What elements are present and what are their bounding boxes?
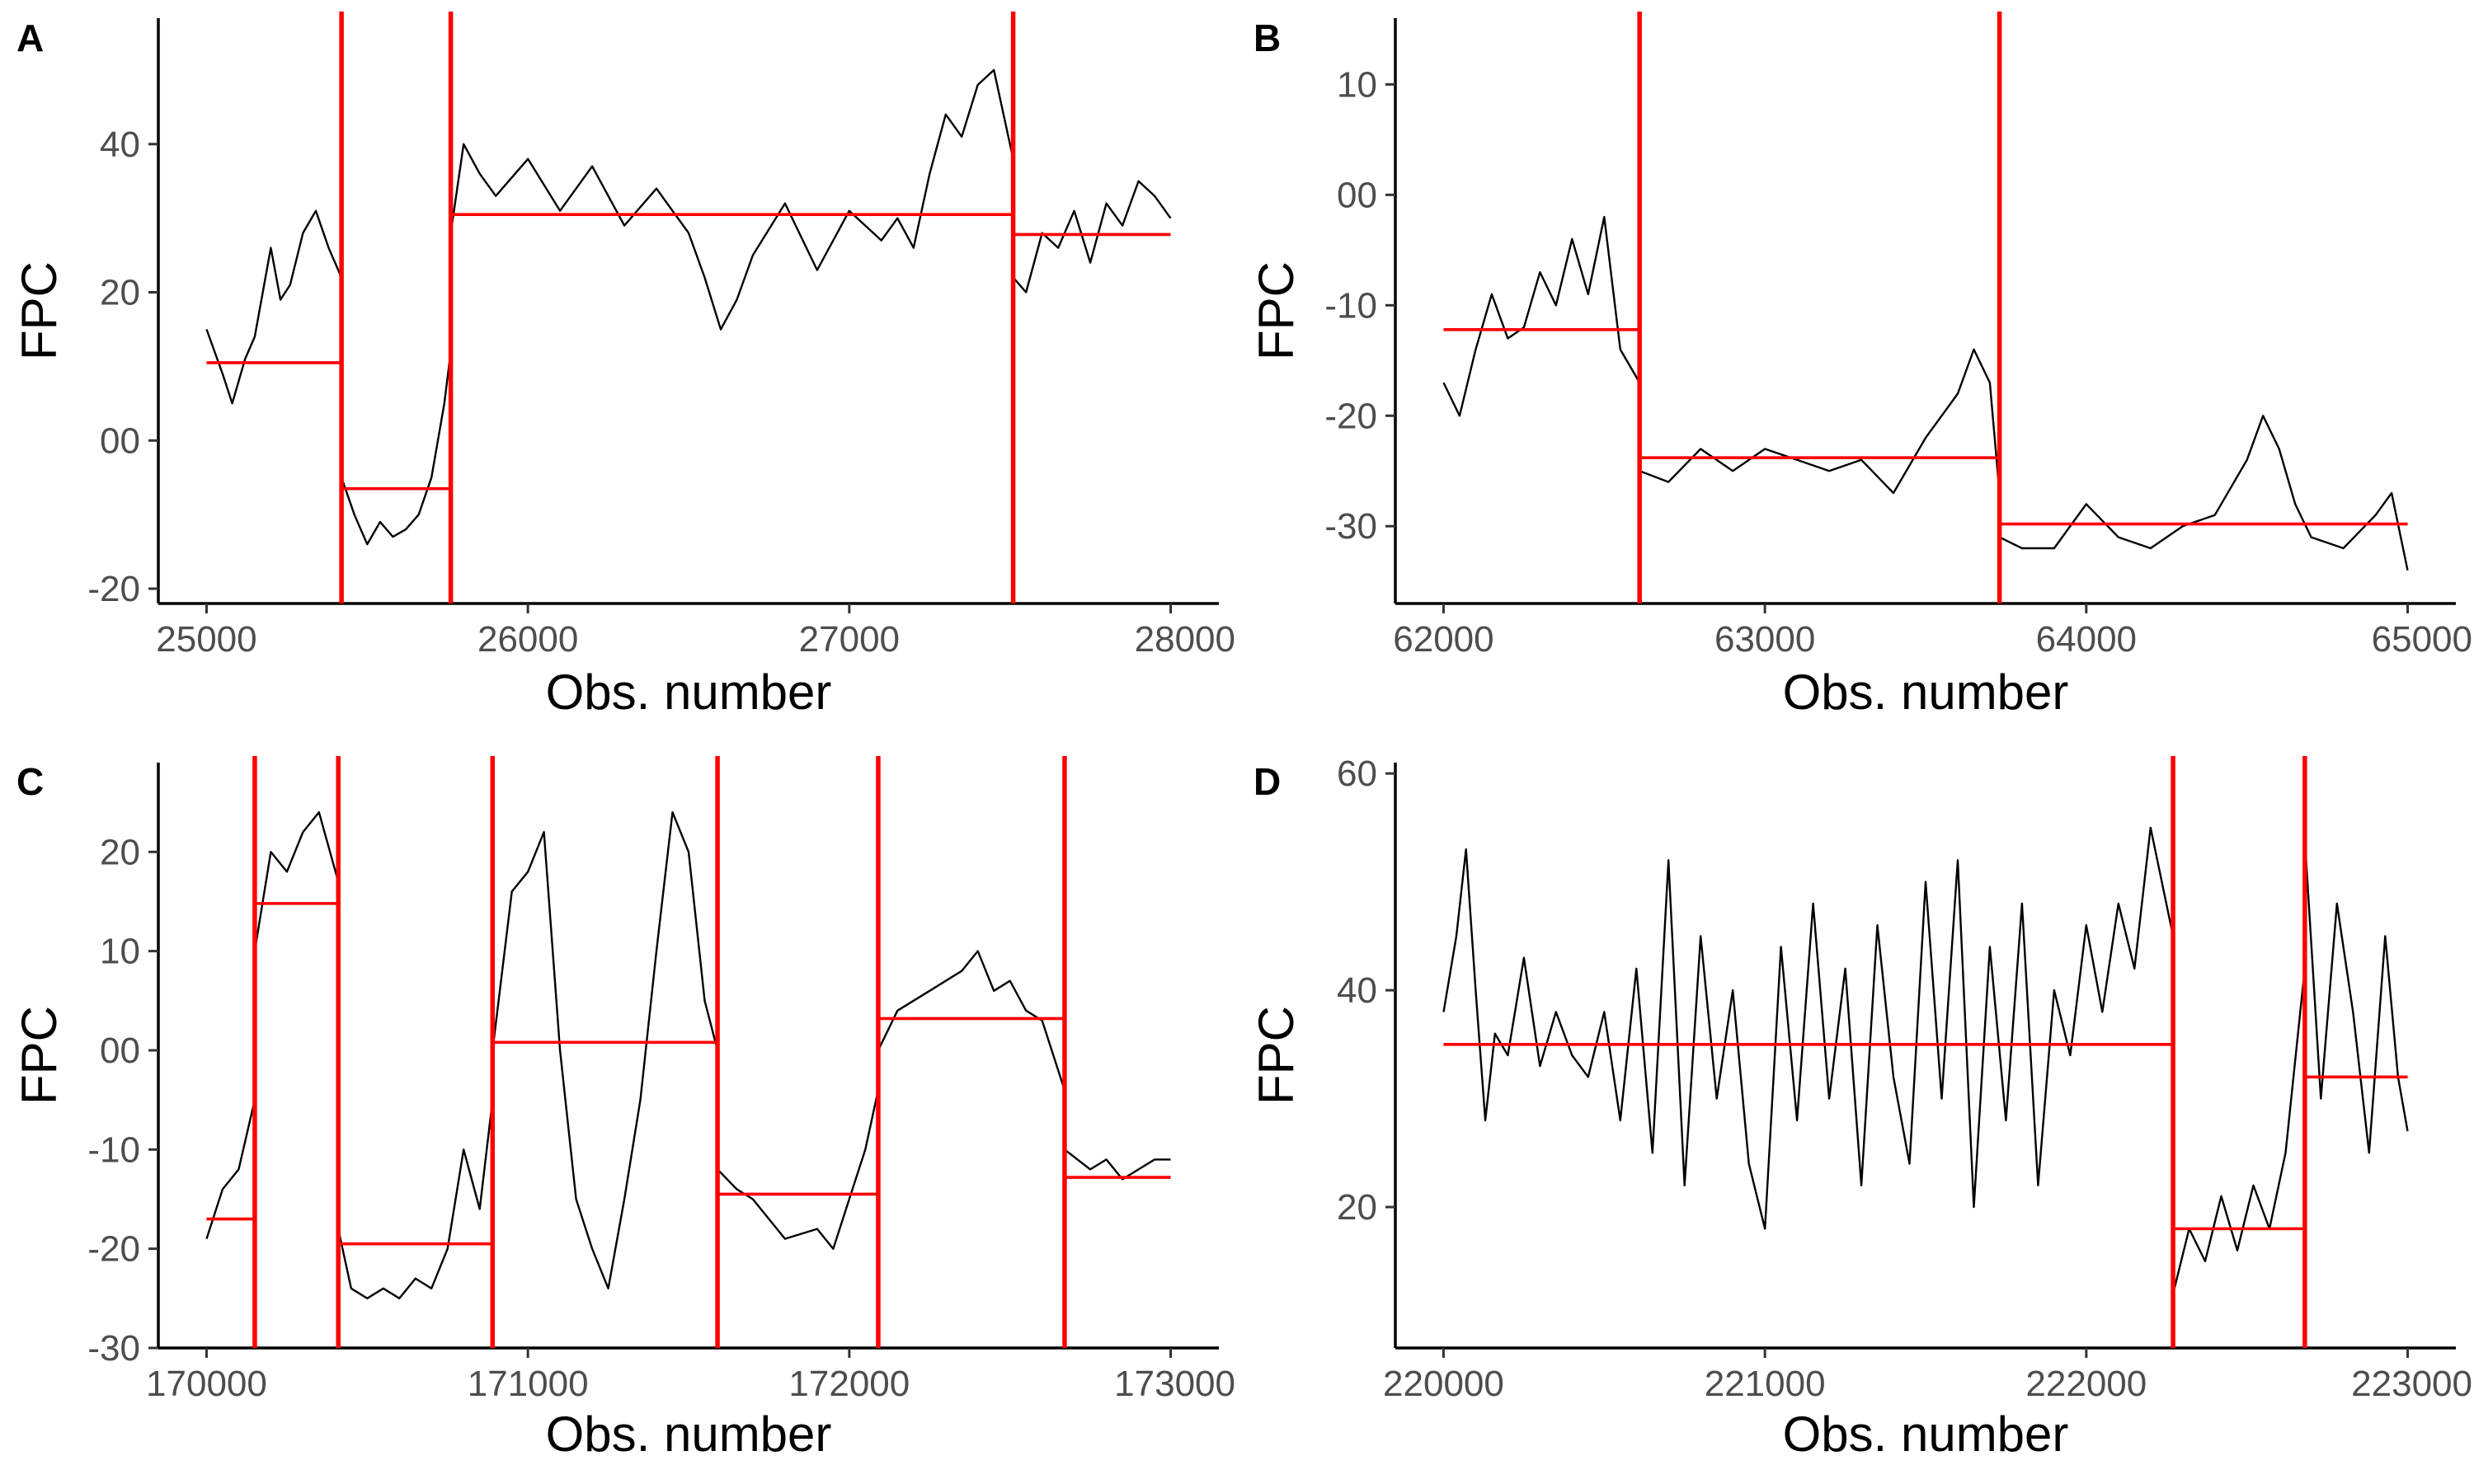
panel-c: C -30 -20 -10 00 10 20 170000 171000 172000 173000… xyxy=(12,756,1235,1462)
x-axis-title: Obs. number xyxy=(1783,1407,2069,1462)
y-tick-label: 60 xyxy=(1337,754,1377,794)
y-tick-label: 00 xyxy=(100,1031,140,1071)
x-tick-label: 28000 xyxy=(1135,619,1235,660)
x-tick-label: 172000 xyxy=(788,1364,910,1404)
x-tick-label: 26000 xyxy=(477,619,578,660)
series-line xyxy=(1639,348,2001,495)
y-tick-label: -20 xyxy=(87,1229,140,1270)
panel-letter: A xyxy=(16,16,44,59)
series-line xyxy=(1442,826,2175,1230)
x-axis-title: Obs. number xyxy=(546,665,832,720)
series-line xyxy=(205,1099,256,1239)
y-tick-label: 00 xyxy=(1337,175,1377,215)
series-line xyxy=(492,811,719,1289)
x-tick-label: 220000 xyxy=(1383,1364,1504,1404)
series-line xyxy=(253,811,340,951)
y-axis-title: FPC xyxy=(1249,261,1304,360)
x-tick-label: 173000 xyxy=(1114,1364,1235,1404)
y-tick-label: -30 xyxy=(1324,506,1377,547)
y-axis-title: FPC xyxy=(1249,1006,1304,1105)
y-tick-label: -20 xyxy=(1324,396,1377,436)
x-tick-label: 65000 xyxy=(2372,619,2472,660)
y-tick-label: 20 xyxy=(100,273,140,313)
series-line xyxy=(2303,838,2409,1154)
series-line xyxy=(2171,968,2306,1294)
y-axis-title: FPC xyxy=(12,1006,67,1105)
x-axis-title: Obs. number xyxy=(546,1407,832,1462)
panel-d: D 20 40 60 220000 221000 222000 223000 Obs. numb… xyxy=(1249,754,2472,1462)
series-line xyxy=(1999,415,2409,571)
panel-letter: B xyxy=(1253,16,1281,59)
y-tick-label: 00 xyxy=(100,420,140,461)
x-tick-label: 27000 xyxy=(799,619,900,660)
panel-b: B -30 -20 -10 00 10 62000 63000 64000 65000 Obs. n… xyxy=(1249,12,2472,720)
y-tick-label: 10 xyxy=(1337,64,1377,105)
series-line xyxy=(337,1100,494,1299)
y-tick-label: 40 xyxy=(1337,970,1377,1011)
panel-a: A -20 00 20 40 25000 26000 27000 28000 Obs. numbe… xyxy=(12,12,1235,720)
series-line xyxy=(205,209,343,405)
x-axis-title: Obs. number xyxy=(1783,665,2069,720)
y-tick-label: 10 xyxy=(100,932,140,972)
y-tick-label: -20 xyxy=(87,569,140,609)
x-tick-label: 62000 xyxy=(1393,619,1493,660)
series-line xyxy=(449,68,1014,331)
series-line xyxy=(1012,180,1172,294)
x-tick-label: 63000 xyxy=(1714,619,1815,660)
y-tick-label: -30 xyxy=(87,1328,140,1369)
y-tick-label: 40 xyxy=(100,124,140,165)
panel-letter: D xyxy=(1253,760,1281,803)
x-tick-label: 64000 xyxy=(2036,619,2137,660)
series-line xyxy=(1064,1148,1171,1181)
x-tick-label: 171000 xyxy=(468,1364,589,1404)
panel-letter: C xyxy=(16,760,44,803)
series-line xyxy=(717,1089,880,1250)
x-tick-label: 223000 xyxy=(2351,1364,2472,1404)
y-tick-label: -10 xyxy=(1324,285,1377,326)
x-tick-label: 221000 xyxy=(1705,1364,1826,1404)
y-tick-label: 20 xyxy=(100,832,140,872)
series-line xyxy=(877,950,1066,1091)
series-line xyxy=(1442,215,1641,417)
x-tick-label: 25000 xyxy=(156,619,256,660)
series-line xyxy=(340,351,452,546)
y-tick-label: 20 xyxy=(1337,1187,1377,1228)
x-tick-label: 222000 xyxy=(2025,1364,2147,1404)
x-tick-label: 170000 xyxy=(146,1364,267,1404)
y-axis-title: FPC xyxy=(12,261,67,360)
y-tick-label: -10 xyxy=(87,1129,140,1170)
